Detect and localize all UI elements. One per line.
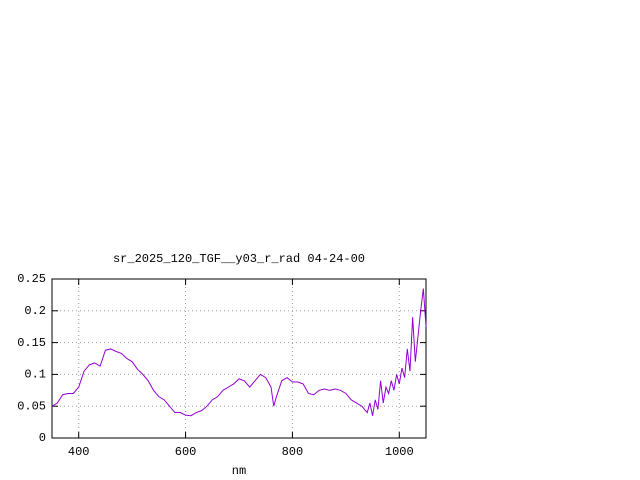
plot-border <box>51 278 427 439</box>
y-tick-label: 0.1 <box>24 368 46 382</box>
y-tick-label: 0.05 <box>17 399 46 413</box>
y-tick-label: 0 <box>39 431 46 445</box>
y-tick-label: 0.2 <box>24 304 46 318</box>
x-tick-label: 400 <box>68 445 90 459</box>
y-tick-label: 0.15 <box>17 336 46 350</box>
x-tick-label: 600 <box>175 445 197 459</box>
x-tick-label: 1000 <box>385 445 414 459</box>
data-line <box>51 288 427 417</box>
x-tick-label: 800 <box>282 445 304 459</box>
chart-title: sr_2025_120_TGF__y03_r_rad 04-24-00 <box>113 252 365 266</box>
x-axis-label: nm <box>232 464 246 478</box>
y-tick-label: 0.25 <box>17 272 46 286</box>
